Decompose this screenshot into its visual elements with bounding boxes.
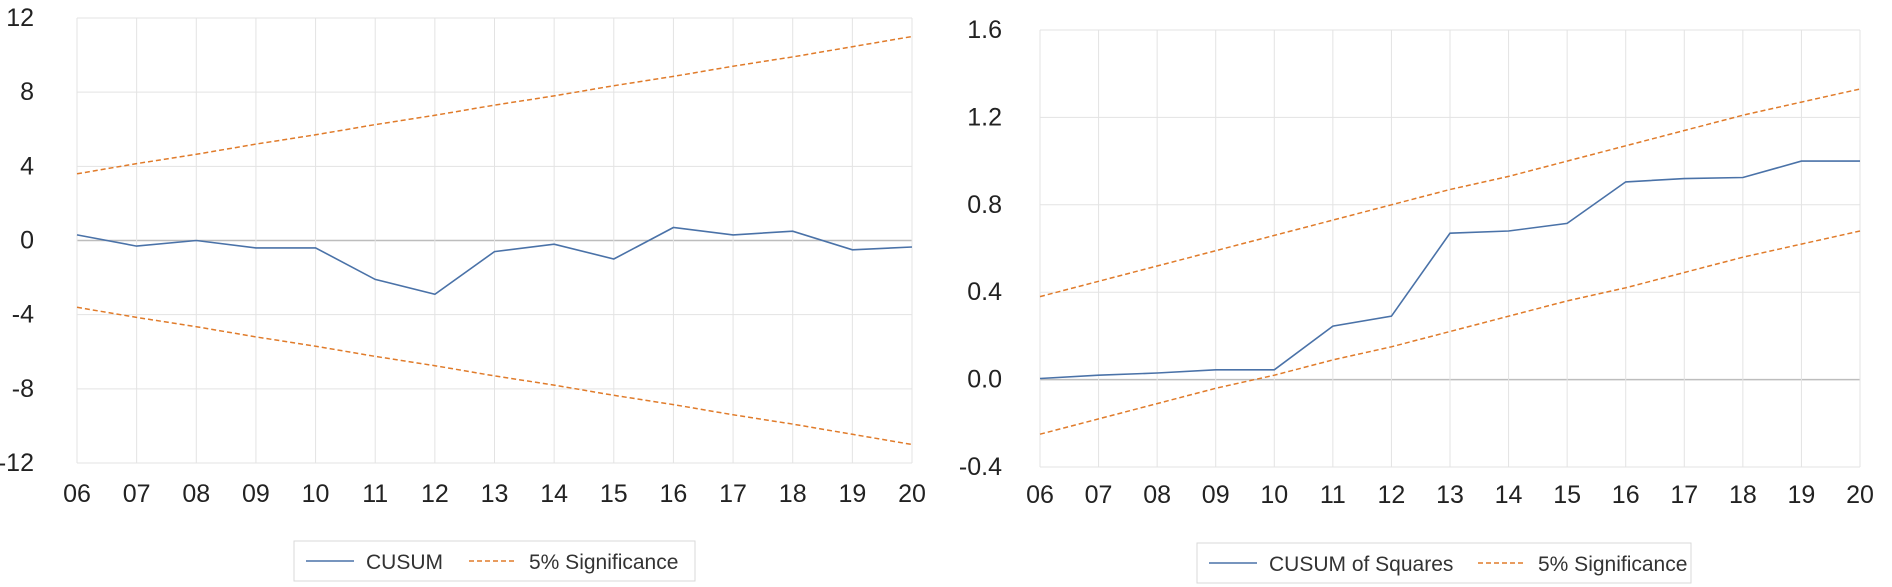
legend-box [1196,542,1692,584]
cusum-chart: 12 8 4 0 -4 -8 -12 06 07 08 09 10 11 12 13 14 15 16 17 18 19… [0,4,926,582]
x-tick-label: 09 [1202,481,1230,509]
x-tick-label: 12 [1378,481,1406,509]
y-tick-label: 12 [6,4,34,32]
y-tick-label: 4 [20,152,34,180]
significance-bound-line [76,306,913,446]
y-tick-label: -8 [12,375,34,403]
x-tick-label: 20 [1846,481,1874,509]
x-tick-label: 18 [1729,481,1757,509]
x-tick-label: 10 [302,480,330,508]
y-tick-label: -0.4 [959,453,1002,481]
x-tick-label: 07 [1085,481,1113,509]
x-tick-label: 09 [242,480,270,508]
cusum-chart-svg: 12 8 4 0 -4 -8 -12 06 07 08 09 10 11 12 13 14 15 16 17 18 19… [0,4,926,582]
y-tick-label: 0.8 [967,191,1002,219]
x-tick-label: 12 [421,480,449,508]
x-tick-label: 15 [1553,481,1581,509]
x-tick-label: 08 [182,480,210,508]
legend-label: 5% Significance [1538,553,1687,576]
x-tick-label: 14 [540,480,568,508]
legend: CUSUM 5% Significance [293,540,696,582]
y-tick-label: 1.6 [967,16,1002,44]
x-tick-label: 19 [1788,481,1816,509]
cusum-line [76,226,913,296]
y-tick-label: -12 [0,449,34,477]
x-tick-label: 07 [123,480,151,508]
x-tick-label: 06 [63,480,91,508]
significance-bound-line [1039,88,1861,298]
x-tick-label: 16 [1612,481,1640,509]
x-tick-label: 11 [1320,481,1346,509]
legend-label: CUSUM of Squares [1269,553,1453,576]
y-tick-label: 0.4 [967,278,1002,306]
x-tick-label: 17 [719,480,747,508]
significance-bound-line [76,35,913,175]
y-tick-label: 0.0 [967,366,1002,394]
x-tick-label: 14 [1495,481,1523,509]
x-tick-label: 17 [1670,481,1698,509]
x-tick-label: 20 [898,480,926,508]
y-tick-label: 0 [20,227,34,255]
x-tick-label: 15 [600,480,628,508]
x-tick-label: 16 [660,480,688,508]
significance-bound-line [1039,230,1861,435]
x-tick-label: 13 [1436,481,1464,509]
y-tick-label: -4 [12,301,34,329]
legend: CUSUM of Squares 5% Significance [1196,542,1692,584]
cusum-of-squares-chart: 1.6 1.2 0.8 0.4 0.0 -0.4 06 07 08 09 10 11 12 13 14 15 1… [946,0,1892,587]
x-tick-label: 18 [779,480,807,508]
x-tick-label: 19 [838,480,866,508]
legend-label: 5% Significance [529,551,678,574]
x-tick-label: 08 [1143,481,1171,509]
x-tick-label: 11 [362,480,388,508]
x-tick-label: 13 [481,480,509,508]
legend-label: CUSUM [366,551,443,574]
x-tick-label: 06 [1026,481,1054,509]
cusum-of-squares-chart-svg: 1.6 1.2 0.8 0.4 0.0 -0.4 06 07 08 09 10 11 12 13 14 15 1… [959,16,1874,584]
x-tick-label: 10 [1260,481,1288,509]
y-tick-label: 8 [20,78,34,106]
y-tick-label: 1.2 [967,103,1002,131]
